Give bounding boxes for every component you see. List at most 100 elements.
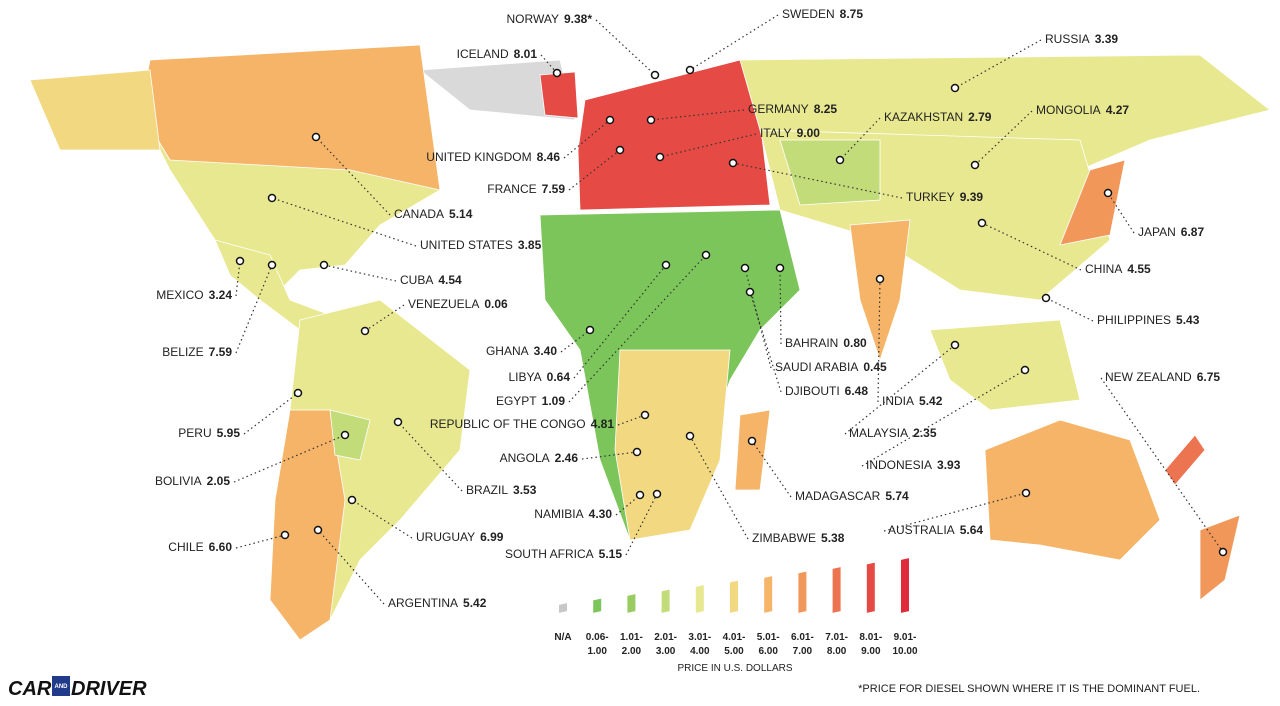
legend: N/A 0.06- 1.00 1.01- 2.00 2.01- 3.00 3.01- 4.00 4… bbox=[554, 558, 918, 657]
country-label: SAUDI ARABIA 0.45 bbox=[740, 263, 887, 374]
label-text: CUBA 4.54 bbox=[400, 273, 462, 287]
country-price: 0.06 bbox=[484, 297, 508, 311]
legend-swatch bbox=[764, 576, 773, 613]
country-price: 0.64 bbox=[547, 370, 571, 384]
label-text: NAMIBIA 4.30 bbox=[534, 507, 612, 521]
country-label: DJIBOUTI 6.48 bbox=[745, 287, 868, 398]
country-dot bbox=[640, 410, 650, 420]
leader-line bbox=[779, 267, 782, 345]
country-price: 0.45 bbox=[863, 360, 887, 374]
country-label: NEW ZEALAND 6.75 bbox=[1100, 370, 1228, 557]
country-price: 2.05 bbox=[207, 474, 231, 488]
leader-line bbox=[954, 39, 1042, 89]
country-name: MONGOLIA bbox=[1036, 103, 1101, 117]
country-label: KAZAKHSTAN 2.79 bbox=[835, 110, 992, 165]
country-name: ARGENTINA bbox=[388, 596, 458, 610]
leader-line bbox=[861, 369, 1026, 467]
country-price: 5.42 bbox=[919, 394, 943, 408]
label-text: BAHRAIN 0.80 bbox=[785, 336, 867, 350]
country-label: PHILIPPINES 5.43 bbox=[1041, 293, 1200, 327]
label-text: ANGOLA 2.46 bbox=[500, 451, 579, 465]
country-dot bbox=[685, 431, 695, 441]
country-name: EGYPT bbox=[496, 394, 537, 408]
leader-line bbox=[560, 329, 591, 353]
country-label: EGYPT 1.09 bbox=[496, 250, 711, 408]
country-name: NAMIBIA bbox=[534, 507, 583, 521]
label-text: LIBYA 0.64 bbox=[509, 370, 571, 384]
country-price: 6.60 bbox=[209, 540, 233, 554]
label-text: NORWAY 9.38* bbox=[507, 12, 593, 26]
country-name: UNITED KINGDOM bbox=[426, 150, 531, 164]
leader-line bbox=[617, 414, 646, 426]
country-label: MALAYSIA 2.35 bbox=[844, 340, 960, 440]
country-dot bbox=[646, 115, 656, 125]
country-name: FRANCE bbox=[487, 182, 536, 196]
legend-swatch bbox=[627, 594, 636, 613]
country-name: MADAGASCAR bbox=[795, 489, 881, 503]
country-label: CANADA 5.14 bbox=[311, 132, 473, 221]
country-label: CHINA 4.55 bbox=[977, 218, 1151, 276]
label-text: ZIMBABWE 5.38 bbox=[752, 531, 845, 545]
legend-label: 1.00 bbox=[587, 646, 607, 657]
australia bbox=[984, 419, 1161, 561]
country-name: GERMANY bbox=[748, 102, 809, 116]
country-label: BRAZIL 3.53 bbox=[393, 417, 537, 497]
country-label: URUGUAY 6.99 bbox=[347, 495, 504, 544]
label-text: ITALY 9.00 bbox=[760, 126, 820, 140]
label-text: CHILE 6.60 bbox=[168, 540, 232, 554]
label-text: CANADA 5.14 bbox=[394, 207, 473, 221]
label-text: ARGENTINA 5.42 bbox=[388, 596, 487, 610]
legend-label: 5.00 bbox=[724, 646, 744, 657]
country-price: 4.54 bbox=[438, 273, 462, 287]
country-name: KAZAKHSTAN bbox=[884, 110, 963, 124]
country-name: MALAYSIA bbox=[849, 426, 908, 440]
labels: NORWAY 9.38* SWEDEN 8.75 ICELAND 8.01 RUSSIA 3.… bbox=[155, 7, 1228, 610]
country-label: INDIA 5.42 bbox=[875, 274, 943, 408]
country-dot bbox=[655, 152, 665, 162]
legend-swatch bbox=[593, 598, 602, 613]
logo: CAR AND DRIVER bbox=[8, 676, 147, 700]
leader-line bbox=[659, 133, 757, 158]
legend-label: 8.00 bbox=[827, 646, 847, 657]
country-name: CUBA bbox=[400, 273, 433, 287]
legend-label: 4.01- bbox=[723, 632, 746, 643]
country-name: BRAZIL bbox=[466, 483, 508, 497]
label-text: BRAZIL 3.53 bbox=[466, 483, 537, 497]
country-dot bbox=[267, 193, 277, 203]
leader-line bbox=[615, 494, 641, 516]
label-text: GERMANY 8.25 bbox=[748, 102, 837, 116]
country-label: INDONESIA 3.93 bbox=[861, 365, 1030, 472]
south-africa-region bbox=[614, 349, 731, 541]
leader-line bbox=[650, 109, 745, 121]
bolivia bbox=[329, 409, 371, 461]
leader-line bbox=[233, 434, 346, 483]
country-dot bbox=[280, 530, 290, 540]
country-price: 8.25 bbox=[814, 102, 838, 116]
country-price: 7.59 bbox=[209, 345, 233, 359]
country-label: AUSTRALIA 5.64 bbox=[883, 488, 1031, 537]
country-label: PERU 5.95 bbox=[178, 388, 303, 440]
label-text: GHANA 3.40 bbox=[486, 344, 557, 358]
country-dot bbox=[970, 160, 980, 170]
legend-label: 9.00 bbox=[861, 646, 881, 657]
country-name: REPUBLIC OF THE CONGO bbox=[430, 417, 586, 431]
country-name: PHILIPPINES bbox=[1097, 313, 1171, 327]
country-price: 5.95 bbox=[217, 426, 241, 440]
greenland bbox=[418, 59, 576, 121]
legend-label: 8.01- bbox=[859, 632, 882, 643]
label-text: FRANCE 7.59 bbox=[487, 182, 565, 196]
country-price: 5.43 bbox=[1176, 313, 1200, 327]
country-price: 3.39 bbox=[1095, 32, 1119, 46]
country-name: ICELAND bbox=[457, 47, 509, 61]
country-label: GHANA 3.40 bbox=[486, 325, 595, 358]
label-text: MONGOLIA 4.27 bbox=[1036, 103, 1129, 117]
country-label: CUBA 4.54 bbox=[319, 260, 462, 287]
country-name: JAPAN bbox=[1138, 225, 1176, 239]
country-dot bbox=[745, 287, 755, 297]
leader-line bbox=[732, 162, 903, 199]
country-dot bbox=[1041, 293, 1051, 303]
legend-label: 9.01- bbox=[894, 632, 917, 643]
legend-label: 7.01- bbox=[825, 632, 848, 643]
country-name: CHINA bbox=[1085, 262, 1122, 276]
country-label: JAPAN 6.87 bbox=[1103, 188, 1204, 239]
